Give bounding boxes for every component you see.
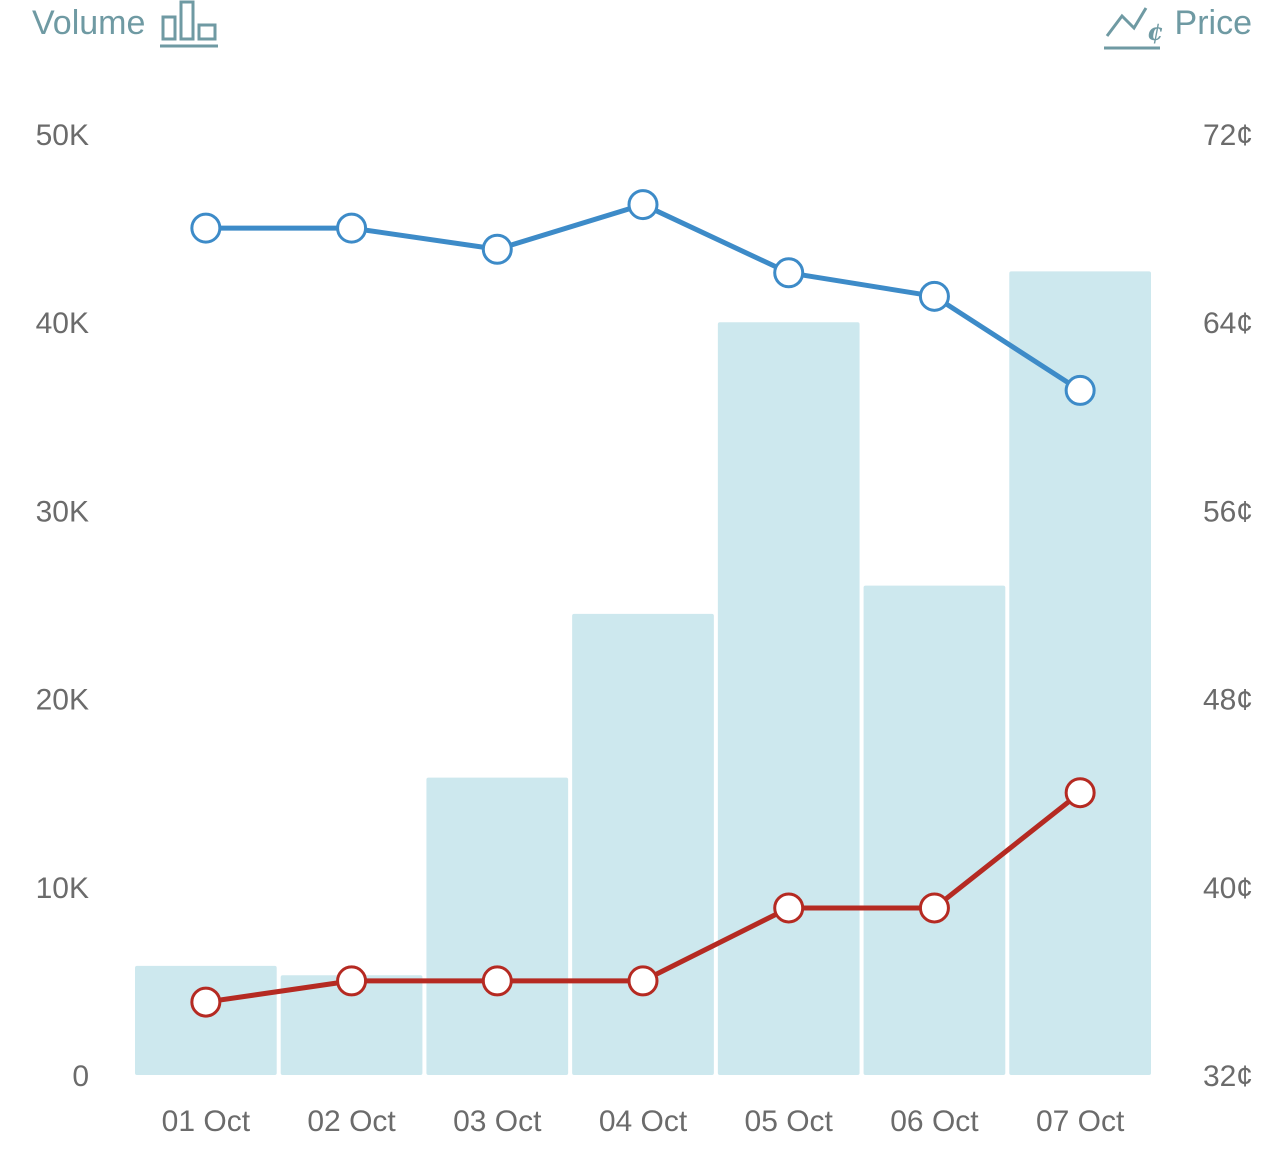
y-right-tick-label: 64¢: [1203, 307, 1253, 340]
legend-volume[interactable]: Volume: [32, 0, 218, 48]
legend-price[interactable]: ¢ Price: [1104, 4, 1252, 50]
legend-price-label: Price: [1175, 4, 1252, 42]
y-left-tick-label: 0: [72, 1060, 89, 1093]
y-right-tick-label: 72¢: [1203, 119, 1253, 152]
price-point[interactable]: [1064, 374, 1096, 406]
volume-bars: [135, 271, 1151, 1075]
x-axis: 01 Oct 02 Oct 03 Oct 04 Oct 05 Oct 06 Oct 07 O…: [162, 1105, 1125, 1138]
volume-bar[interactable]: [280, 975, 423, 1075]
price-point[interactable]: [481, 233, 513, 265]
price-point[interactable]: [627, 189, 659, 221]
svg-text:¢: ¢: [1147, 17, 1164, 46]
y-left-tick-label: 40K: [36, 307, 89, 340]
x-tick-label: 06 Oct: [890, 1105, 979, 1138]
legend-volume-label: Volume: [32, 4, 145, 42]
price-point[interactable]: [336, 212, 368, 244]
price-point[interactable]: [773, 257, 805, 289]
x-tick-label: 03 Oct: [453, 1105, 542, 1138]
price-point[interactable]: [481, 965, 513, 997]
price-point[interactable]: [336, 965, 368, 997]
volume-bar[interactable]: [135, 965, 277, 1075]
price-point[interactable]: [190, 986, 222, 1018]
y-axis-left: 0 10K 20K 30K 40K 50K: [36, 119, 89, 1093]
y-right-tick-label: 48¢: [1203, 684, 1253, 717]
x-tick-label: 04 Oct: [599, 1105, 688, 1138]
x-tick-label: 02 Oct: [307, 1105, 396, 1138]
bar-chart-icon: [160, 0, 218, 48]
volume-bar[interactable]: [863, 585, 1006, 1075]
y-left-tick-label: 50K: [36, 119, 89, 152]
price-point[interactable]: [918, 280, 950, 312]
price-point[interactable]: [773, 892, 805, 924]
volume-bar[interactable]: [1009, 271, 1151, 1075]
x-tick-label: 05 Oct: [745, 1105, 834, 1138]
x-tick-label: 07 Oct: [1036, 1105, 1125, 1138]
y-left-tick-label: 20K: [36, 684, 89, 717]
y-right-tick-label: 40¢: [1203, 872, 1253, 905]
line-chart-cent-icon: ¢: [1104, 7, 1164, 50]
y-left-tick-label: 10K: [36, 872, 89, 905]
price-point[interactable]: [190, 212, 222, 244]
price-point[interactable]: [627, 965, 659, 997]
y-right-tick-label: 56¢: [1203, 495, 1253, 528]
volume-bar[interactable]: [717, 322, 860, 1075]
price-point[interactable]: [918, 892, 950, 924]
volume-bar[interactable]: [572, 613, 714, 1075]
y-right-tick-label: 32¢: [1203, 1060, 1253, 1093]
y-left-tick-label: 30K: [36, 495, 89, 528]
x-tick-label: 01 Oct: [162, 1105, 251, 1138]
price-lines: [190, 189, 1096, 1018]
price-point[interactable]: [1064, 777, 1096, 809]
volume-bar[interactable]: [426, 777, 569, 1075]
y-axis-right: 32¢ 40¢ 48¢ 56¢ 64¢ 72¢: [1203, 119, 1253, 1093]
